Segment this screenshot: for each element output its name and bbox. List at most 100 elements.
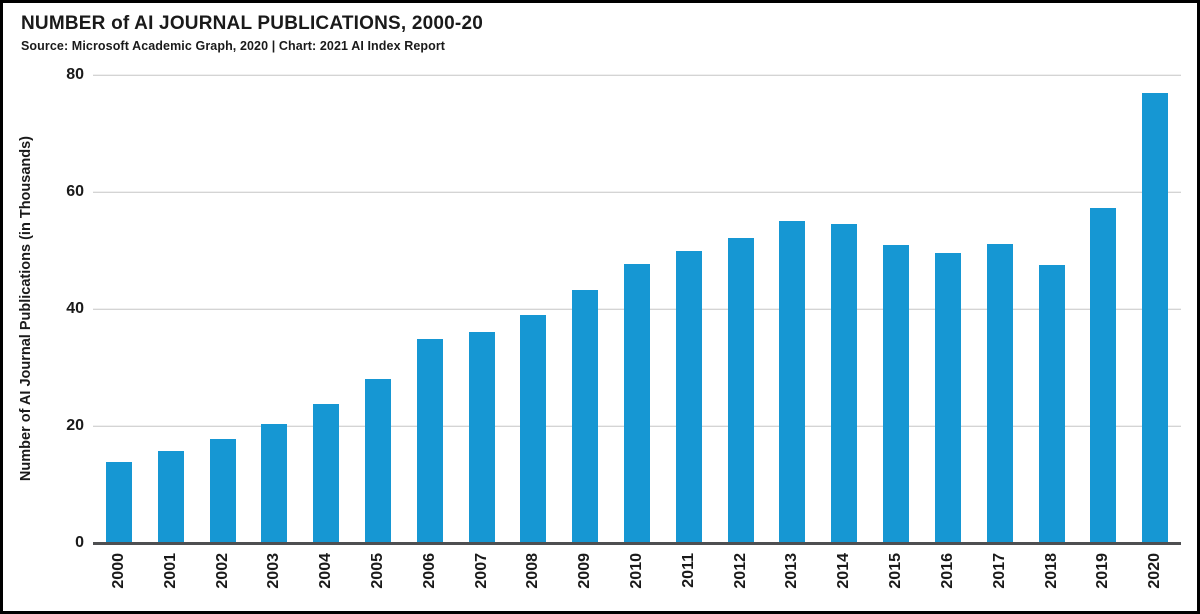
bar-slot-2003: 2003 (248, 75, 300, 589)
y-axis-title: Number of AI Journal Publications (in Th… (18, 136, 34, 482)
bar-2018 (1038, 264, 1065, 543)
bar-2000 (105, 461, 132, 543)
x-tick-anchor-2010: 2010 (628, 553, 646, 589)
x-tick-anchor-2014: 2014 (835, 553, 853, 589)
chart-source-line: Source: Microsoft Academic Graph, 2020 |… (21, 38, 446, 53)
x-tick-label-2002: 2002 (213, 553, 231, 589)
x-tick-anchor-2011: 2011 (680, 553, 698, 588)
x-tick-label-2017: 2017 (990, 553, 1008, 589)
y-tick-label-80: 80 (66, 66, 84, 83)
bar-2019 (1090, 207, 1117, 543)
bar-2005 (364, 379, 391, 543)
x-tick-anchor-2003: 2003 (265, 553, 283, 589)
bar-slot-2000: 2000 (93, 75, 145, 589)
x-tick-anchor-2009: 2009 (576, 553, 594, 589)
bar-slot-2008: 2008 (508, 75, 560, 589)
x-tick-anchor-2000: 2000 (110, 553, 128, 589)
bar-slot-2002: 2002 (197, 75, 249, 589)
x-tick-label-2009: 2009 (576, 553, 594, 589)
bar-slot-2006: 2006 (404, 75, 456, 589)
chart-title: NUMBER of AI JOURNAL PUBLICATIONS, 2000-… (21, 13, 483, 34)
x-tick-anchor-2004: 2004 (317, 553, 335, 589)
bar-slot-2016: 2016 (922, 75, 974, 589)
bar-2009 (572, 290, 599, 543)
x-tick-label-2012: 2012 (731, 553, 749, 589)
x-tick-label-2018: 2018 (1042, 553, 1060, 589)
bar-2013 (779, 220, 806, 543)
bar-slot-2011: 2011 (663, 75, 715, 588)
chart-header: NUMBER of AI JOURNAL PUBLICATIONS, 2000-… (21, 12, 483, 53)
bar-2006 (416, 338, 443, 543)
y-tick-label-0: 0 (75, 534, 84, 551)
bar-2020 (1142, 92, 1169, 543)
bar-2012 (727, 238, 754, 543)
bar-2011 (675, 251, 702, 543)
y-axis-title-wrap: Number of AI Journal Publications (in Th… (15, 75, 37, 543)
bar-slot-2012: 2012 (715, 75, 767, 589)
x-tick-label-2006: 2006 (420, 553, 438, 589)
x-tick-label-2001: 2001 (161, 553, 179, 589)
bar-slot-2017: 2017 (974, 75, 1026, 589)
x-tick-anchor-2007: 2007 (473, 553, 491, 589)
x-tick-label-2011: 2011 (679, 553, 697, 588)
bar-2016 (934, 252, 961, 543)
bar-2003 (261, 423, 288, 543)
bar-series: 2000 2001 2002 2003 2004 2005 2006 2007 2008 2009… (93, 75, 1181, 589)
x-tick-anchor-2018: 2018 (1043, 553, 1061, 589)
x-tick-anchor-2006: 2006 (421, 553, 439, 589)
x-tick-anchor-2015: 2015 (887, 553, 905, 589)
x-tick-anchor-2008: 2008 (524, 553, 542, 589)
bar-slot-2018: 2018 (1026, 75, 1078, 589)
x-tick-anchor-2002: 2002 (214, 553, 232, 589)
x-axis-line (93, 541, 1181, 545)
bar-slot-2005: 2005 (352, 75, 404, 589)
y-tick-label-40: 40 (66, 300, 84, 317)
gridline-y-80 (93, 74, 1181, 76)
x-tick-label-2004: 2004 (317, 553, 335, 589)
gridline-y-60 (93, 191, 1181, 193)
bar-slot-2010: 2010 (611, 75, 663, 589)
x-tick-anchor-2017: 2017 (991, 553, 1009, 589)
x-tick-label-2003: 2003 (265, 553, 283, 589)
bar-2007 (468, 331, 495, 543)
x-tick-label-2010: 2010 (628, 553, 646, 589)
x-tick-anchor-2013: 2013 (783, 553, 801, 589)
x-tick-label-2015: 2015 (887, 553, 905, 589)
bar-slot-2001: 2001 (145, 75, 197, 589)
bar-slot-2007: 2007 (456, 75, 508, 589)
x-tick-anchor-2001: 2001 (162, 553, 180, 589)
plot-area: 2000 2001 2002 2003 2004 2005 2006 2007 2008 2009… (66, 66, 1181, 589)
x-tick-label-2020: 2020 (1146, 553, 1164, 589)
x-tick-label-2019: 2019 (1094, 553, 1112, 589)
bar-2002 (209, 438, 236, 543)
x-tick-anchor-2016: 2016 (939, 553, 957, 589)
x-tick-anchor-2019: 2019 (1094, 553, 1112, 589)
bar-2001 (157, 450, 184, 543)
bar-2017 (986, 244, 1013, 543)
x-tick-anchor-2005: 2005 (369, 553, 387, 589)
bar-2014 (831, 223, 858, 543)
y-tick-label-20: 20 (66, 417, 84, 434)
x-tick-label-2007: 2007 (472, 553, 490, 589)
x-tick-label-2016: 2016 (938, 553, 956, 589)
bar-slot-2014: 2014 (818, 75, 870, 589)
bar-slot-2020: 2020 (1129, 75, 1181, 589)
x-tick-label-2008: 2008 (524, 553, 542, 589)
bar-slot-2015: 2015 (870, 75, 922, 589)
bar-2015 (883, 244, 910, 543)
bar-2010 (624, 263, 651, 543)
bar-slot-2013: 2013 (767, 75, 819, 589)
x-tick-anchor-2020: 2020 (1146, 553, 1164, 589)
bar-slot-2004: 2004 (300, 75, 352, 589)
x-tick-label-2000: 2000 (109, 553, 127, 589)
bar-2008 (520, 314, 547, 543)
bar-2004 (313, 404, 340, 543)
x-tick-anchor-2012: 2012 (732, 553, 750, 589)
x-tick-label-2013: 2013 (783, 553, 801, 589)
bar-slot-2009: 2009 (559, 75, 611, 589)
x-tick-label-2014: 2014 (835, 553, 853, 589)
y-tick-label-60: 60 (66, 183, 84, 200)
bar-slot-2019: 2019 (1077, 75, 1129, 589)
x-tick-label-2005: 2005 (368, 553, 386, 589)
